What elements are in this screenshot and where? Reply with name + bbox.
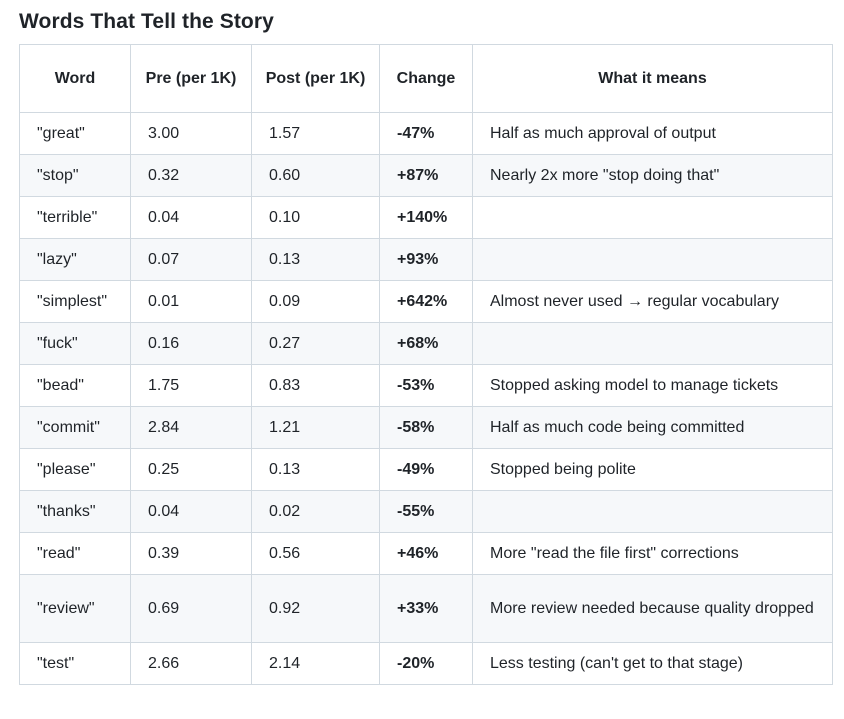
table-header: Word Pre (per 1K) Post (per 1K) Change W… xyxy=(19,44,833,113)
cell-change: -47% xyxy=(379,112,473,155)
cell-post: 0.13 xyxy=(251,238,380,281)
cell-post: 1.21 xyxy=(251,406,380,449)
cell-pre: 0.69 xyxy=(130,574,252,643)
cell-meaning: Nearly 2x more "stop doing that" xyxy=(472,154,833,197)
cell-meaning: Stopped asking model to manage tickets xyxy=(472,364,833,407)
cell-word: "bead" xyxy=(19,364,131,407)
cell-post: 1.57 xyxy=(251,112,380,155)
cell-post: 0.13 xyxy=(251,448,380,491)
header-meaning: What it means xyxy=(472,44,833,113)
cell-pre: 2.66 xyxy=(130,642,252,685)
header-word: Word xyxy=(19,44,131,113)
cell-post: 0.83 xyxy=(251,364,380,407)
table-row: "great" 3.00 1.57 -47% Half as much appr… xyxy=(19,112,833,155)
document-section: Words That Tell the Story Word Pre (per … xyxy=(19,0,833,685)
cell-pre: 2.84 xyxy=(130,406,252,449)
table-row: "bead" 1.75 0.83 -53% Stopped asking mod… xyxy=(19,364,833,407)
cell-word: "simplest" xyxy=(19,280,131,323)
cell-change: +33% xyxy=(379,574,473,643)
cell-pre: 0.25 xyxy=(130,448,252,491)
cell-word: "lazy" xyxy=(19,238,131,281)
cell-word: "test" xyxy=(19,642,131,685)
header-change: Change xyxy=(379,44,473,113)
cell-meaning xyxy=(472,196,833,239)
cell-change: -53% xyxy=(379,364,473,407)
cell-meaning: Stopped being polite xyxy=(472,448,833,491)
table-body: "great" 3.00 1.57 -47% Half as much appr… xyxy=(19,112,833,685)
header-pre: Pre (per 1K) xyxy=(130,44,252,113)
table-row: "review" 0.69 0.92 +33% More review need… xyxy=(19,574,833,643)
cell-change: +68% xyxy=(379,322,473,365)
cell-pre: 0.01 xyxy=(130,280,252,323)
table-row: "terrible" 0.04 0.10 +140% xyxy=(19,196,833,239)
cell-word: "review" xyxy=(19,574,131,643)
table-row: "read" 0.39 0.56 +46% More "read the fil… xyxy=(19,532,833,575)
table-row: "commit" 2.84 1.21 -58% Half as much cod… xyxy=(19,406,833,449)
cell-word: "stop" xyxy=(19,154,131,197)
cell-pre: 0.39 xyxy=(130,532,252,575)
cell-pre: 0.16 xyxy=(130,322,252,365)
cell-change: -49% xyxy=(379,448,473,491)
table-row: "fuck" 0.16 0.27 +68% xyxy=(19,322,833,365)
cell-change: +93% xyxy=(379,238,473,281)
cell-pre: 1.75 xyxy=(130,364,252,407)
cell-pre: 0.04 xyxy=(130,196,252,239)
cell-word: "please" xyxy=(19,448,131,491)
table-row: "test" 2.66 2.14 -20% Less testing (can'… xyxy=(19,642,833,685)
cell-pre: 3.00 xyxy=(130,112,252,155)
cell-post: 0.02 xyxy=(251,490,380,533)
table-row: "please" 0.25 0.13 -49% Stopped being po… xyxy=(19,448,833,491)
cell-meaning: Almost never used → regular vocabulary xyxy=(472,280,833,323)
cell-change: -58% xyxy=(379,406,473,449)
cell-word: "terrible" xyxy=(19,196,131,239)
cell-change: +87% xyxy=(379,154,473,197)
cell-pre: 0.07 xyxy=(130,238,252,281)
cell-change: +140% xyxy=(379,196,473,239)
cell-post: 2.14 xyxy=(251,642,380,685)
table-row: "lazy" 0.07 0.13 +93% xyxy=(19,238,833,281)
cell-post: 0.09 xyxy=(251,280,380,323)
cell-pre: 0.32 xyxy=(130,154,252,197)
cell-post: 0.10 xyxy=(251,196,380,239)
cell-post: 0.60 xyxy=(251,154,380,197)
section-heading: Words That Tell the Story xyxy=(19,10,274,33)
cell-meaning: More "read the file first" corrections xyxy=(472,532,833,575)
cell-word: "commit" xyxy=(19,406,131,449)
cell-meaning: Half as much approval of output xyxy=(472,112,833,155)
cell-meaning xyxy=(472,490,833,533)
cell-meaning: Half as much code being committed xyxy=(472,406,833,449)
cell-meaning: More review needed because quality dropp… xyxy=(472,574,833,643)
cell-change: -20% xyxy=(379,642,473,685)
header-post: Post (per 1K) xyxy=(251,44,380,113)
cell-word: "read" xyxy=(19,532,131,575)
cell-meaning: Less testing (can't get to that stage) xyxy=(472,642,833,685)
table-row: "stop" 0.32 0.60 +87% Nearly 2x more "st… xyxy=(19,154,833,197)
cell-meaning xyxy=(472,238,833,281)
cell-post: 0.27 xyxy=(251,322,380,365)
table-row: "simplest" 0.01 0.09 +642% Almost never … xyxy=(19,280,833,323)
cell-post: 0.92 xyxy=(251,574,380,643)
cell-pre: 0.04 xyxy=(130,490,252,533)
words-table: Word Pre (per 1K) Post (per 1K) Change W… xyxy=(19,44,833,685)
table-row: "thanks" 0.04 0.02 -55% xyxy=(19,490,833,533)
header-row: Word Pre (per 1K) Post (per 1K) Change W… xyxy=(19,44,833,113)
cell-word: "thanks" xyxy=(19,490,131,533)
cell-change: +642% xyxy=(379,280,473,323)
cell-word: "great" xyxy=(19,112,131,155)
cell-post: 0.56 xyxy=(251,532,380,575)
cell-meaning xyxy=(472,322,833,365)
cell-change: -55% xyxy=(379,490,473,533)
cell-word: "fuck" xyxy=(19,322,131,365)
cell-change: +46% xyxy=(379,532,473,575)
